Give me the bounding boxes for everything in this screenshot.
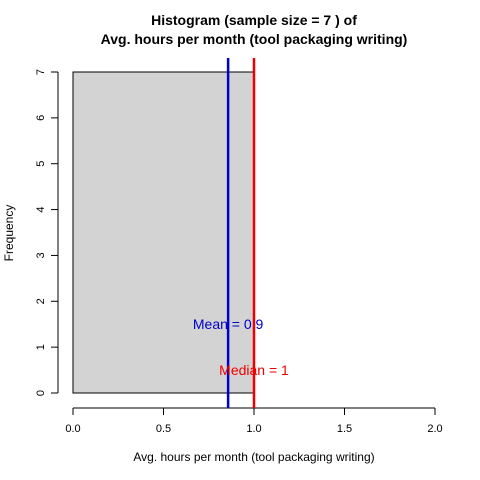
y-tick-label-2: 2 xyxy=(35,298,47,304)
x-tick-label-4: 2.0 xyxy=(427,423,442,435)
y-tick-label-4: 4 xyxy=(35,207,47,213)
y-tick-label-3: 3 xyxy=(35,252,47,258)
x-tick-label-2: 1.0 xyxy=(246,423,261,435)
mean-label: Mean = 0.9 xyxy=(193,316,264,332)
x-tick-label-1: 0.5 xyxy=(156,423,171,435)
y-tick-label-5: 5 xyxy=(35,161,47,167)
stat-lines: Mean = 0.9 Median = 1 xyxy=(193,58,289,408)
y-tick-label-7: 7 xyxy=(35,69,47,75)
x-tick-label-3: 1.5 xyxy=(337,423,352,435)
y-tick-label-1: 1 xyxy=(35,344,47,350)
median-label: Median = 1 xyxy=(219,362,289,378)
chart-title-line-1: Histogram (sample size = 7 ) of xyxy=(151,12,357,28)
x-axis-label: Avg. hours per month (tool packaging wri… xyxy=(133,450,374,464)
y-tick-label-6: 6 xyxy=(35,115,47,121)
x-tick-label-0: 0.0 xyxy=(65,423,80,435)
y-axis: 0 1 2 3 4 5 6 7 xyxy=(35,69,59,396)
histogram-bar-0 xyxy=(72,71,255,394)
x-axis: 0.0 0.5 1.0 1.5 2.0 xyxy=(65,407,443,435)
bars-layer xyxy=(72,71,255,394)
y-tick-label-0: 0 xyxy=(35,390,47,396)
y-axis-label: Frequency xyxy=(2,205,16,262)
chart-title-line-2: Avg. hours per month (tool packaging wri… xyxy=(101,31,408,47)
